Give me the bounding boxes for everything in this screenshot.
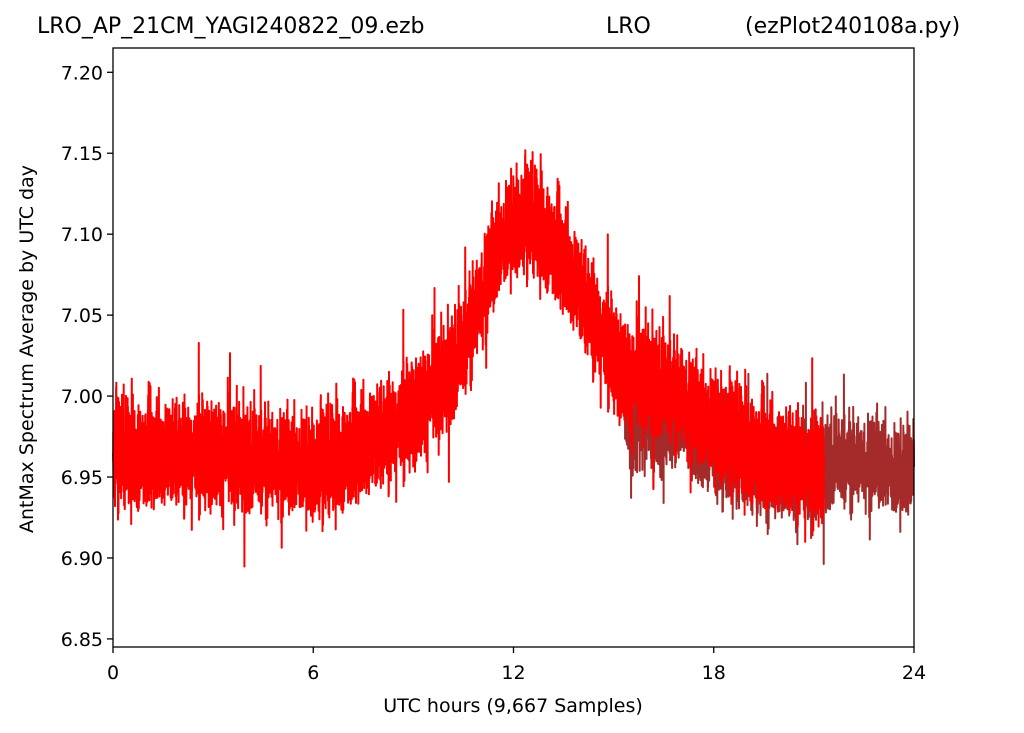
plot-frame: [112, 47, 915, 648]
y-axis: 6.85 6.90 6.95 7.00 7.05 7.10 7.15 7.20: [61, 62, 113, 651]
y-axis-label: AntMax Spectrum Average by UTC day: [16, 165, 38, 533]
site-title: LRO: [606, 14, 651, 39]
file-name-title: LRO_AP_21CM_YAGI240822_09.ezb: [37, 14, 425, 39]
y-tick-label: 6.90: [61, 548, 103, 570]
y-tick-label: 7.15: [61, 143, 103, 165]
x-tick-label: 18: [702, 662, 726, 684]
header-title: LRO_AP_21CM_YAGI240822_09.ezb LRO (ezPlo…: [0, 14, 1024, 44]
x-axis: 0 6 12 18 24: [107, 647, 926, 684]
series-layer: [112, 149, 915, 568]
x-axis-label: UTC hours (9,667 Samples): [383, 695, 643, 717]
y-tick-label: 7.20: [61, 62, 103, 84]
x-tick-label: 12: [501, 662, 525, 684]
y-tick-label: 7.00: [61, 386, 103, 408]
x-tick-label: 0: [107, 662, 119, 684]
series-line-2: [112, 149, 825, 568]
x-tick-label: 24: [902, 662, 926, 684]
y-tick-label: 7.10: [61, 224, 103, 246]
y-tick-label: 6.85: [61, 629, 103, 651]
x-tick-label: 6: [307, 662, 319, 684]
y-tick-label: 7.05: [61, 305, 103, 327]
script-name-title: (ezPlot240108a.py): [745, 14, 961, 39]
y-tick-label: 6.95: [61, 467, 103, 489]
